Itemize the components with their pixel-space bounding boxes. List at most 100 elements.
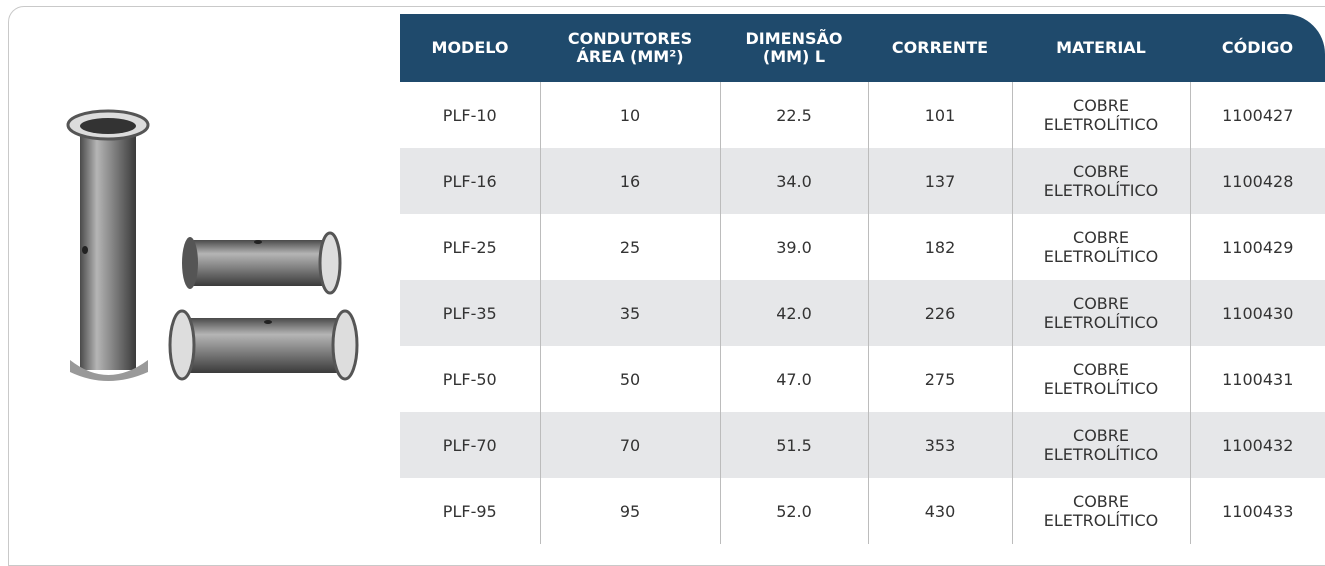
table-cell: 101 bbox=[867, 82, 1012, 148]
cell-text: 50 bbox=[619, 369, 641, 389]
table-cell: PLF-10 bbox=[400, 82, 540, 148]
table-cell: PLF-50 bbox=[400, 346, 540, 412]
cell-text: 353 bbox=[924, 435, 956, 455]
table-row: PLF-50 50 47.0 275 COBRE ELETROLÍTICO 1100431 bbox=[400, 346, 1325, 412]
table-cell: 1100430 bbox=[1189, 280, 1325, 346]
header-text: MODELO bbox=[431, 38, 509, 57]
table-row: PLF-95 95 52.0 430 COBRE ELETROLÍTICO 1100433 bbox=[400, 478, 1325, 544]
table-cell: PLF-70 bbox=[400, 412, 540, 478]
cell-text: 25 bbox=[619, 237, 641, 257]
table-cell: 1100431 bbox=[1189, 346, 1325, 412]
cell-text: 95 bbox=[619, 501, 641, 521]
cell-text: 1100427 bbox=[1222, 105, 1294, 125]
cell-text: 16 bbox=[619, 171, 641, 191]
cell-text: 10 bbox=[619, 105, 641, 125]
header-cell: MATERIAL bbox=[1012, 14, 1190, 82]
header-cell: CORRENTE bbox=[868, 14, 1012, 82]
cell-text: PLF-50 bbox=[442, 369, 497, 389]
table-cell: COBRE ELETROLÍTICO bbox=[1011, 280, 1190, 346]
table-cell: 226 bbox=[867, 280, 1012, 346]
table-cell: 182 bbox=[867, 214, 1012, 280]
cell-text: 1100429 bbox=[1222, 237, 1294, 257]
product-table: MODELO CONDUTORES ÁREA (MM²) DIMENSÃO (MM)… bbox=[400, 14, 1325, 544]
table-cell: 1100427 bbox=[1189, 82, 1325, 148]
cell-text: PLF-10 bbox=[442, 105, 497, 125]
header-cell: CÓDIGO bbox=[1190, 14, 1325, 82]
cell-text: COBRE ELETROLÍTICO bbox=[1043, 294, 1159, 332]
cell-text: 39.0 bbox=[776, 237, 812, 257]
table-row: PLF-16 16 34.0 137 COBRE ELETROLÍTICO 1100428 bbox=[400, 148, 1325, 214]
cell-text: 1100428 bbox=[1222, 171, 1294, 191]
header-text: MATERIAL bbox=[1056, 38, 1146, 57]
cell-text: 430 bbox=[924, 501, 956, 521]
cell-text: PLF-35 bbox=[442, 303, 497, 323]
table-cell: 137 bbox=[867, 148, 1012, 214]
cell-text: PLF-25 bbox=[442, 237, 497, 257]
cell-text: COBRE ELETROLÍTICO bbox=[1043, 162, 1159, 200]
table-cell: 39.0 bbox=[719, 214, 868, 280]
tube-horizontal-large bbox=[168, 309, 359, 381]
table-row: PLF-25 25 39.0 182 COBRE ELETROLÍTICO 1100429 bbox=[400, 214, 1325, 280]
table-cell: 25 bbox=[539, 214, 720, 280]
page: MODELO CONDUTORES ÁREA (MM²) DIMENSÃO (MM)… bbox=[8, 6, 1325, 566]
cell-text: 275 bbox=[924, 369, 956, 389]
table-row: PLF-70 70 51.5 353 COBRE ELETROLÍTICO 1100432 bbox=[400, 412, 1325, 478]
cell-text: PLF-95 bbox=[442, 501, 497, 521]
table-cell: 35 bbox=[539, 280, 720, 346]
table-cell: 22.5 bbox=[719, 82, 868, 148]
table-row: PLF-35 35 42.0 226 COBRE ELETROLÍTICO 1100430 bbox=[400, 280, 1325, 346]
table-cell: COBRE ELETROLÍTICO bbox=[1011, 82, 1190, 148]
cell-text: 101 bbox=[924, 105, 956, 125]
cell-text: 1100430 bbox=[1222, 303, 1294, 323]
header-text: CONDUTORES ÁREA (MM²) bbox=[567, 29, 693, 66]
cell-text: 1100431 bbox=[1222, 369, 1294, 389]
cell-text: 137 bbox=[924, 171, 956, 191]
table-cell: COBRE ELETROLÍTICO bbox=[1011, 478, 1190, 544]
cell-text: COBRE ELETROLÍTICO bbox=[1043, 228, 1159, 266]
table-cell: PLF-25 bbox=[400, 214, 540, 280]
table-cell: 42.0 bbox=[719, 280, 868, 346]
table-cell: 52.0 bbox=[719, 478, 868, 544]
cell-text: 42.0 bbox=[776, 303, 812, 323]
tube-horizontal-small bbox=[182, 231, 342, 295]
table-cell: 1100429 bbox=[1189, 214, 1325, 280]
table-cell: 1100428 bbox=[1189, 148, 1325, 214]
cell-text: 51.5 bbox=[776, 435, 812, 455]
table-cell: 95 bbox=[539, 478, 720, 544]
table-cell: 16 bbox=[539, 148, 720, 214]
table-cell: PLF-35 bbox=[400, 280, 540, 346]
cell-text: PLF-16 bbox=[442, 171, 497, 191]
table-cell: 1100432 bbox=[1189, 412, 1325, 478]
cell-text: 35 bbox=[619, 303, 641, 323]
cell-text: 34.0 bbox=[776, 171, 812, 191]
table-cell: COBRE ELETROLÍTICO bbox=[1011, 346, 1190, 412]
cell-text: 47.0 bbox=[776, 369, 812, 389]
cell-text: 182 bbox=[924, 237, 956, 257]
table-row: PLF-10 10 22.5 101 COBRE ELETROLÍTICO 1100427 bbox=[400, 82, 1325, 148]
cell-text: 226 bbox=[924, 303, 956, 323]
table-cell: 47.0 bbox=[719, 346, 868, 412]
header-cell: CONDUTORES ÁREA (MM²) bbox=[540, 14, 720, 82]
table-cell: PLF-95 bbox=[400, 478, 540, 544]
table-cell: 1100433 bbox=[1189, 478, 1325, 544]
cell-text: 1100432 bbox=[1222, 435, 1294, 455]
cell-text: COBRE ELETROLÍTICO bbox=[1043, 492, 1159, 530]
table-cell: 430 bbox=[867, 478, 1012, 544]
cell-text: PLF-70 bbox=[442, 435, 497, 455]
cell-text: COBRE ELETROLÍTICO bbox=[1043, 426, 1159, 464]
product-photo bbox=[66, 109, 359, 381]
header-cell: DIMENSÃO (MM) L bbox=[720, 14, 868, 82]
cell-text: 1100433 bbox=[1222, 501, 1294, 521]
table-cell: 34.0 bbox=[719, 148, 868, 214]
header-text: CÓDIGO bbox=[1221, 38, 1294, 57]
table-body: PLF-10 10 22.5 101 COBRE ELETROLÍTICO 1100427… bbox=[400, 82, 1325, 544]
cell-text: 22.5 bbox=[776, 105, 812, 125]
table-cell: COBRE ELETROLÍTICO bbox=[1011, 148, 1190, 214]
table-cell: COBRE ELETROLÍTICO bbox=[1011, 412, 1190, 478]
table-cell: 70 bbox=[539, 412, 720, 478]
cell-text: COBRE ELETROLÍTICO bbox=[1043, 360, 1159, 398]
table-cell: 353 bbox=[867, 412, 1012, 478]
header-text: CORRENTE bbox=[891, 38, 989, 57]
header-text: DIMENSÃO (MM) L bbox=[745, 29, 843, 66]
cell-text: 70 bbox=[619, 435, 641, 455]
